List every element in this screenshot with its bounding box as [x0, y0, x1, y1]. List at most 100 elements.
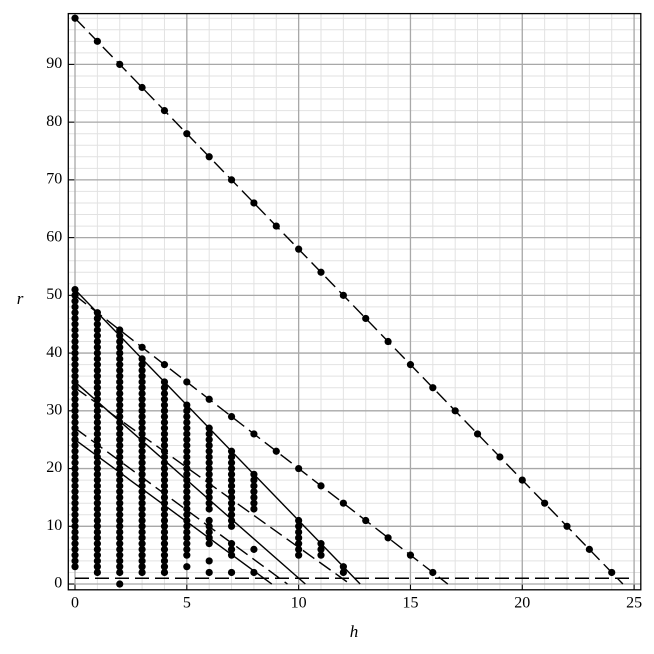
point — [451, 407, 459, 415]
point — [71, 516, 79, 525]
y-tick-label: 40 — [46, 344, 62, 361]
point — [160, 418, 169, 426]
point — [138, 424, 146, 432]
point — [116, 436, 124, 444]
y-tick-label: 70 — [46, 171, 62, 188]
point — [138, 441, 146, 450]
point — [295, 464, 303, 473]
point — [295, 245, 303, 253]
point — [160, 488, 169, 496]
point — [116, 355, 124, 363]
point — [93, 314, 101, 323]
point — [116, 366, 124, 375]
point — [160, 534, 169, 542]
point — [71, 366, 79, 375]
point — [116, 412, 124, 421]
point — [339, 563, 347, 571]
point — [227, 476, 236, 484]
point — [116, 540, 124, 548]
point — [93, 349, 101, 357]
point — [250, 493, 258, 502]
point — [93, 505, 101, 513]
point — [116, 464, 124, 473]
point — [160, 412, 169, 421]
point — [518, 476, 526, 484]
point — [71, 303, 79, 311]
point — [138, 505, 146, 513]
point — [160, 557, 169, 565]
point — [205, 453, 213, 461]
x-axis-label: h — [350, 622, 359, 641]
point — [116, 534, 124, 542]
point — [250, 470, 258, 478]
point — [93, 499, 101, 507]
point — [138, 470, 146, 478]
point — [116, 430, 124, 438]
point — [71, 499, 79, 507]
point — [183, 459, 191, 467]
point — [71, 528, 79, 536]
point — [205, 395, 213, 403]
point — [116, 337, 124, 346]
point — [93, 366, 101, 375]
point — [93, 459, 101, 467]
point — [205, 464, 213, 473]
point — [205, 470, 213, 478]
point — [116, 568, 124, 577]
point — [205, 540, 213, 548]
point — [205, 568, 213, 577]
point — [205, 482, 213, 490]
point — [138, 401, 146, 409]
point — [339, 568, 347, 577]
point — [317, 540, 325, 548]
point — [160, 568, 169, 577]
point — [183, 441, 191, 450]
point — [93, 418, 101, 426]
point — [71, 314, 79, 323]
point — [116, 470, 124, 478]
point — [116, 384, 124, 392]
point — [250, 199, 258, 207]
point — [138, 83, 146, 92]
point — [138, 499, 146, 507]
point — [160, 499, 169, 507]
point — [138, 482, 146, 490]
point — [183, 470, 191, 478]
line — [74, 289, 361, 585]
point — [160, 563, 169, 571]
point — [160, 407, 169, 415]
point — [183, 407, 191, 415]
point — [160, 482, 169, 490]
point — [250, 488, 258, 496]
point — [93, 563, 101, 571]
point — [116, 522, 124, 530]
point — [116, 407, 124, 415]
point — [93, 534, 101, 542]
point — [183, 545, 191, 553]
point — [473, 430, 482, 438]
point — [93, 453, 101, 461]
point — [71, 436, 79, 444]
point — [93, 337, 101, 346]
point — [71, 430, 79, 438]
point — [138, 464, 146, 473]
point — [116, 349, 124, 357]
point — [138, 412, 146, 421]
line — [74, 427, 288, 585]
point — [138, 511, 146, 519]
point — [93, 482, 101, 490]
point — [138, 540, 146, 548]
point — [71, 349, 79, 357]
point — [183, 522, 191, 530]
point — [116, 476, 124, 484]
point — [183, 412, 191, 421]
point — [227, 545, 236, 553]
point — [71, 378, 79, 386]
point — [429, 568, 437, 577]
point — [138, 372, 146, 380]
point — [93, 401, 101, 409]
point — [116, 551, 124, 559]
point — [563, 522, 571, 530]
point — [71, 320, 79, 328]
point — [116, 482, 124, 490]
